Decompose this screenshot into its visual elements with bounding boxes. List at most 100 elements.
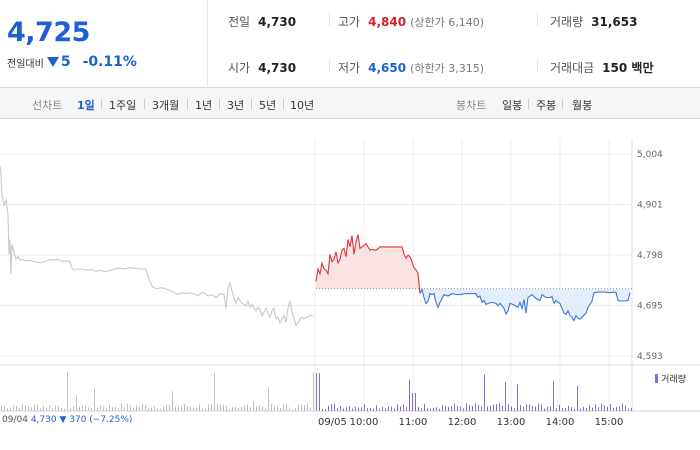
upper-limit: (상한가 6,140) <box>410 15 484 29</box>
volume-bar <box>307 403 308 411</box>
volume-bar <box>586 407 587 411</box>
volume-bar <box>13 406 14 411</box>
volume-bar <box>346 407 347 411</box>
divider <box>101 99 102 109</box>
volume-bar <box>595 404 596 411</box>
volume-bar <box>577 385 578 411</box>
volume-bar <box>10 407 11 411</box>
volume-bar <box>409 379 410 411</box>
volume-bar <box>550 406 551 411</box>
change-amount: 5 <box>60 54 71 70</box>
volume-bar <box>568 405 569 411</box>
volume-bar <box>538 403 539 411</box>
volume-bar <box>466 403 467 411</box>
divider <box>537 59 538 72</box>
period-3m[interactable]: 3개월 <box>152 99 180 112</box>
volume-bar <box>358 407 359 411</box>
volume-bar <box>232 407 233 411</box>
volume-bar <box>58 406 59 411</box>
volume-bar <box>457 405 458 411</box>
volume-bar <box>250 407 251 411</box>
volume-bar <box>511 406 512 411</box>
volume-bar <box>304 405 305 411</box>
price-chart[interactable]: 5,004 4,901 4,798 4,695 4,593 09/05 10:00 11:00… <box>0 119 700 450</box>
y-tick-label: 4,695 <box>637 302 663 312</box>
volume-bar <box>34 404 35 411</box>
volume-bar <box>619 406 620 411</box>
price-chart-svg[interactable]: 5,004 4,901 4,798 4,695 4,593 09/05 10:00 11:00… <box>0 119 700 450</box>
prev-session-line <box>0 165 313 327</box>
volume-bar <box>148 408 149 411</box>
volume-bar <box>103 407 104 411</box>
up-line <box>315 234 421 294</box>
volume-bar <box>613 407 614 411</box>
volume-value: 31,653 <box>591 14 638 29</box>
volume-bar <box>187 406 188 411</box>
volume-bar <box>412 393 413 411</box>
volume-bar <box>301 404 302 411</box>
volume-bar <box>328 405 329 411</box>
period-1w[interactable]: 1주일 <box>109 99 137 112</box>
volume-bar <box>313 373 314 411</box>
volume-bar <box>181 406 182 411</box>
period-1y[interactable]: 1년 <box>195 99 213 112</box>
volume-bar <box>166 404 167 411</box>
volume-bar <box>592 407 593 411</box>
volume-bar <box>541 404 542 411</box>
open-label: 시가 <box>228 61 251 75</box>
volume-bar <box>319 373 320 411</box>
volume-bar <box>472 406 473 411</box>
candle-daily[interactable]: 일봉 <box>502 99 523 112</box>
volume-bar <box>268 387 269 411</box>
volume-bar <box>292 408 293 411</box>
volume-stat: 거래량 31,653 <box>550 13 637 30</box>
period-5y[interactable]: 5년 <box>259 99 277 112</box>
volume-bar <box>295 408 296 411</box>
divider <box>562 99 563 109</box>
volume-bar <box>442 405 443 411</box>
lower-limit: (하한가 3,315) <box>410 61 484 75</box>
x-tick-label: 15:00 <box>595 417 624 428</box>
volume-bar <box>88 407 89 411</box>
volume-legend-label: 거래량 <box>661 375 686 385</box>
volume-bar <box>418 406 419 411</box>
x-tick-label: 13:00 <box>497 417 526 428</box>
volume-bar <box>361 407 362 411</box>
volume-bar <box>142 404 143 411</box>
prev-session-close: 4,730 <box>30 415 57 425</box>
volume-bar <box>49 404 50 411</box>
volume-bar <box>97 407 98 411</box>
volume-bar <box>523 406 524 411</box>
volume-bar <box>76 395 77 411</box>
volume-bar <box>40 408 41 411</box>
period-3y[interactable]: 3년 <box>227 99 245 112</box>
volume-bar <box>505 381 506 411</box>
volume-bar <box>52 408 53 411</box>
volume-bar <box>589 405 590 411</box>
volume-bar <box>325 408 326 411</box>
period-10y[interactable]: 10년 <box>290 99 315 112</box>
volume-bar <box>145 405 146 411</box>
volume-bar <box>199 404 200 411</box>
candle-monthly[interactable]: 월봉 <box>572 99 593 112</box>
candle-chart-label: 봉차트 <box>456 99 487 112</box>
volume-bar <box>241 406 242 411</box>
volume-bar <box>583 406 584 411</box>
volume-bar <box>100 405 101 411</box>
volume-bar <box>121 403 122 411</box>
volume-bar <box>31 407 32 411</box>
volume-bar <box>310 407 311 411</box>
x-tick-label: 09/05 <box>318 417 347 428</box>
volume-bar <box>601 403 602 411</box>
volume-bar <box>112 406 113 411</box>
volume-bar <box>175 406 176 411</box>
volume-bar <box>22 403 23 411</box>
volume-bar <box>517 384 518 411</box>
volume-bar <box>625 405 626 411</box>
period-1d[interactable]: 1일 <box>77 99 95 112</box>
candle-weekly[interactable]: 주봉 <box>536 99 557 112</box>
volume-bar <box>247 404 248 411</box>
volume-bar <box>256 406 257 411</box>
x-tick-label: 12:00 <box>448 417 477 428</box>
volume-bar <box>178 406 179 411</box>
